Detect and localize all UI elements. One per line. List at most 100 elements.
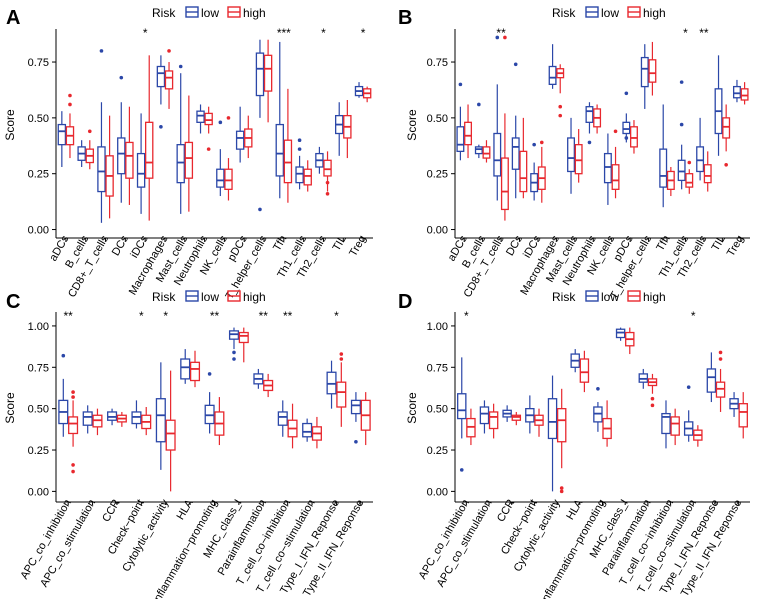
legend-label-high: high	[643, 290, 666, 304]
category-group	[228, 327, 249, 363]
outlier-point	[339, 357, 344, 361]
outlier-point	[624, 136, 629, 140]
category-group: *	[136, 26, 154, 221]
box-high	[693, 425, 703, 447]
box-low	[117, 75, 126, 203]
box-high	[85, 129, 95, 170]
category-group	[502, 405, 522, 426]
box-high	[224, 116, 233, 201]
iqr-box	[567, 137, 575, 173]
category-group	[235, 106, 253, 163]
box-low	[659, 104, 668, 208]
category-group: **	[253, 309, 274, 398]
x-tick-label: HLA	[175, 497, 196, 522]
box-low	[176, 64, 185, 214]
category-group: **	[277, 309, 298, 449]
y-tick-label: 0.00	[28, 486, 49, 498]
outlier-point	[724, 162, 728, 167]
iqr-box	[336, 381, 347, 408]
iqr-box	[648, 59, 657, 83]
significance-marker: *	[334, 309, 339, 323]
legend: Risk low high	[152, 6, 266, 20]
outlier-point	[71, 395, 75, 399]
category-group	[548, 44, 565, 118]
category-group: *	[677, 26, 694, 194]
category-group: **	[696, 26, 712, 192]
iqr-box	[238, 331, 249, 344]
legend-title: Risk	[152, 290, 176, 304]
iqr-box	[189, 361, 201, 382]
outlier-point	[87, 129, 92, 134]
box-low	[204, 372, 215, 434]
iqr-box	[547, 398, 558, 440]
outlier-point	[718, 357, 723, 361]
box-high	[125, 106, 134, 205]
box-high	[611, 129, 620, 199]
outlier-point	[624, 91, 629, 96]
legend-title: Risk	[552, 6, 576, 20]
box-low	[295, 138, 304, 190]
category-group	[334, 100, 352, 159]
box-high	[65, 93, 75, 159]
outlier-point	[539, 140, 544, 145]
significance-marker: **	[259, 309, 269, 323]
box-low	[474, 102, 483, 159]
box-high	[670, 408, 680, 446]
outlier-point	[354, 439, 358, 444]
significance-marker: *	[321, 26, 326, 40]
box-high	[666, 167, 675, 197]
category-group	[77, 129, 95, 170]
box-low	[706, 352, 717, 403]
outlier-point	[559, 489, 564, 494]
significance-marker: **	[283, 309, 293, 323]
category-group	[176, 64, 194, 214]
category-group: **	[493, 26, 509, 221]
y-tick-label: 0.25	[427, 445, 448, 457]
significance-marker: *	[691, 309, 696, 323]
outlier-point	[458, 82, 463, 87]
category-group	[474, 102, 491, 163]
outlier-point	[325, 192, 330, 196]
y-tick-label: 0.75	[427, 57, 448, 69]
category-group: *	[457, 309, 476, 472]
outlier-point	[71, 463, 75, 467]
box-high	[189, 350, 201, 388]
iqr-box	[302, 422, 313, 438]
box-low	[640, 44, 649, 109]
category-group	[638, 368, 658, 408]
category-group	[117, 75, 134, 205]
y-axis-label: Score	[405, 109, 419, 141]
box-high	[263, 39, 273, 123]
box-low	[97, 49, 106, 223]
legend-label-high: high	[643, 6, 666, 20]
outlier-point	[513, 62, 518, 67]
outlier-point	[650, 396, 655, 401]
category-group	[661, 400, 680, 449]
y-tick-label: 0.50	[427, 404, 448, 416]
box-high	[164, 49, 174, 109]
iqr-box	[474, 146, 483, 155]
iqr-box	[574, 144, 583, 175]
box-low	[107, 408, 118, 426]
category-group: *	[326, 309, 347, 427]
box-low	[622, 91, 631, 143]
significance-marker: *	[361, 26, 366, 40]
category-group	[456, 82, 473, 161]
significance-marker: *	[464, 309, 469, 323]
legend: Risk low high	[552, 6, 666, 20]
x-tick-label: TIL	[331, 234, 349, 254]
legend: Risk low high	[152, 290, 266, 304]
outlier-point	[596, 387, 600, 391]
box-low	[479, 400, 490, 434]
iqr-box	[125, 141, 134, 179]
iqr-box	[235, 130, 245, 150]
box-high	[92, 408, 103, 436]
box-low	[58, 353, 69, 437]
box-low	[82, 405, 93, 434]
outlier-point	[119, 75, 124, 80]
iqr-box	[350, 399, 361, 415]
box-low	[302, 418, 313, 442]
category-group	[511, 62, 528, 199]
outlier-point	[159, 125, 163, 129]
